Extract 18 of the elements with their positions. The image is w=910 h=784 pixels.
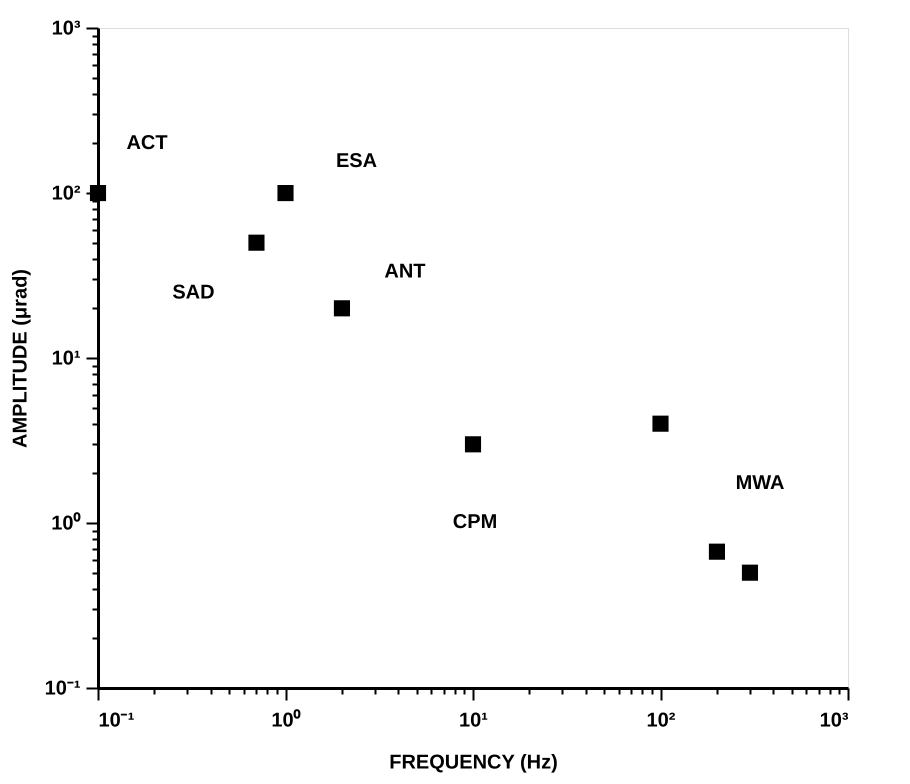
annotation: ANT	[384, 260, 426, 282]
y-tick-label: 10⁻¹	[44, 678, 81, 700]
x-tick-label: 10⁻¹	[98, 710, 135, 732]
y-tick-label: 10²	[52, 182, 81, 204]
y-axis-title: AMPLITUDE (μrad)	[10, 269, 32, 448]
annotation: MWA	[736, 472, 784, 494]
y-tick-label: 10³	[52, 18, 81, 40]
x-tick-label: 10³	[820, 710, 849, 732]
x-tick-label: 10¹	[459, 710, 488, 732]
annotation: CPM	[452, 511, 498, 533]
y-tick-label: 10⁰	[51, 512, 80, 534]
x-axis-title: FREQUENCY (Hz)	[389, 752, 558, 774]
x-tick-label: 10⁰	[271, 708, 301, 732]
annotation: SAD	[172, 282, 215, 304]
y-tick-label: 10¹	[52, 348, 81, 370]
x-tick-label: 10²	[646, 710, 676, 732]
annotation: ESA	[336, 150, 378, 172]
annotation: ACT	[126, 132, 168, 154]
